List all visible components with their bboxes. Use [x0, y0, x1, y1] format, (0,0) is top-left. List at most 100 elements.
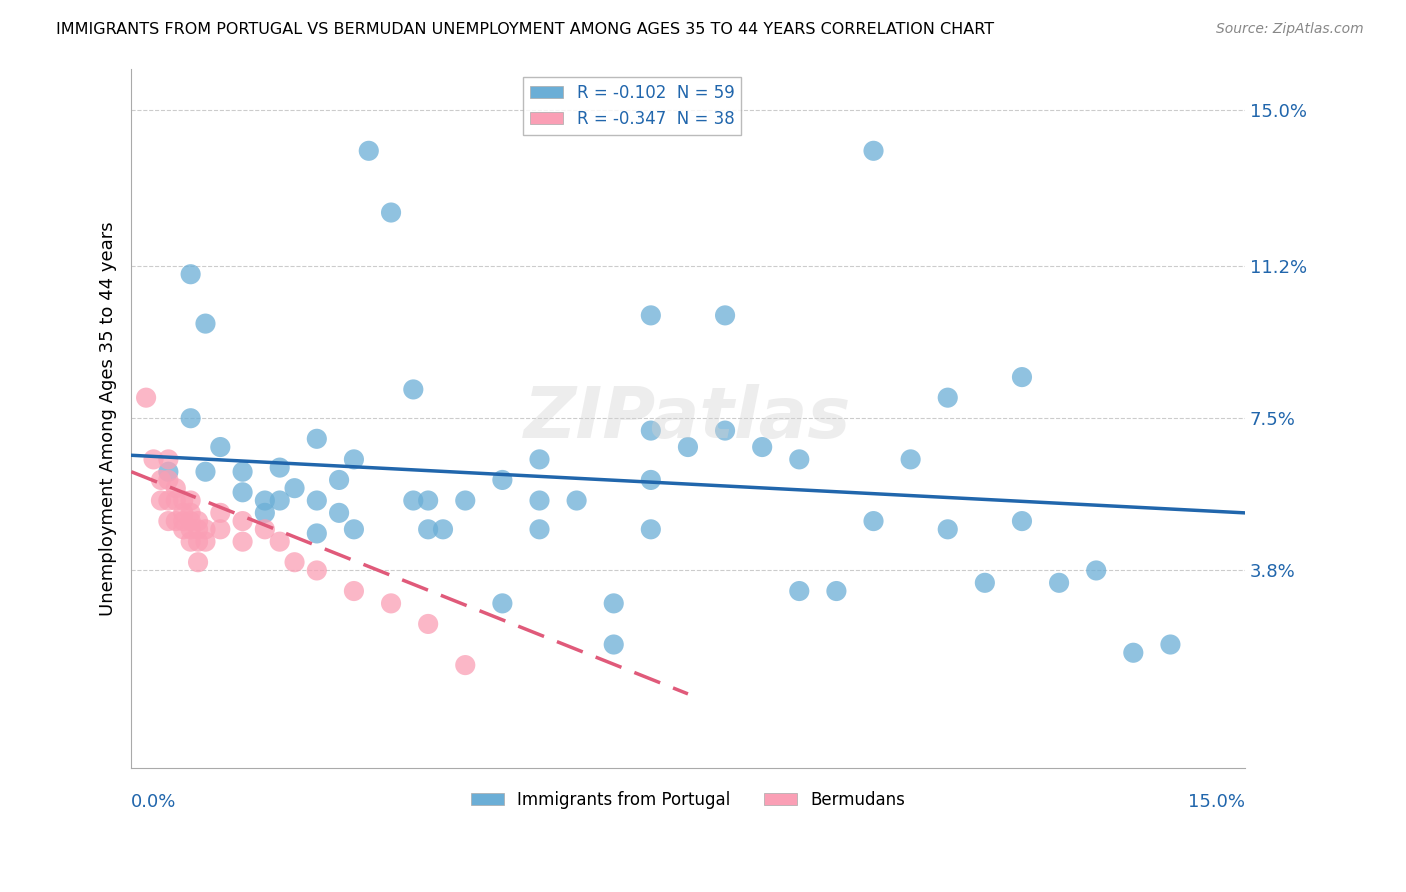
Point — [180, 493, 202, 508]
Point — [283, 481, 305, 495]
Point — [305, 493, 328, 508]
Point — [194, 534, 217, 549]
Point — [180, 534, 202, 549]
Point — [418, 616, 440, 631]
Point — [232, 465, 254, 479]
Text: 15.0%: 15.0% — [1188, 793, 1244, 811]
Point — [825, 584, 848, 599]
Point — [1011, 370, 1033, 384]
Point — [714, 424, 737, 438]
Point — [149, 493, 172, 508]
Point — [157, 514, 180, 528]
Point — [180, 514, 202, 528]
Point — [180, 506, 202, 520]
Text: IMMIGRANTS FROM PORTUGAL VS BERMUDAN UNEMPLOYMENT AMONG AGES 35 TO 44 YEARS CORR: IMMIGRANTS FROM PORTUGAL VS BERMUDAN UNE… — [56, 22, 994, 37]
Point — [157, 465, 180, 479]
Point — [936, 391, 959, 405]
Point — [640, 309, 662, 323]
Text: ZIPatlas: ZIPatlas — [524, 384, 852, 453]
Point — [180, 522, 202, 536]
Point — [1011, 514, 1033, 528]
Point — [149, 473, 172, 487]
Point — [529, 493, 551, 508]
Point — [1122, 646, 1144, 660]
Point — [565, 493, 588, 508]
Point — [676, 440, 699, 454]
Point — [135, 391, 157, 405]
Point — [253, 493, 276, 508]
Point — [269, 534, 291, 549]
Point — [343, 522, 366, 536]
Point — [973, 575, 995, 590]
Point — [454, 493, 477, 508]
Point — [165, 493, 187, 508]
Point — [343, 584, 366, 599]
Point — [180, 267, 202, 281]
Point — [454, 658, 477, 673]
Point — [529, 452, 551, 467]
Point — [1085, 564, 1108, 578]
Point — [936, 522, 959, 536]
Point — [357, 144, 380, 158]
Point — [603, 638, 626, 652]
Point — [1047, 575, 1070, 590]
Point — [194, 317, 217, 331]
Legend: Immigrants from Portugal, Bermudans: Immigrants from Portugal, Bermudans — [464, 784, 912, 815]
Point — [209, 506, 232, 520]
Point — [194, 465, 217, 479]
Point — [305, 432, 328, 446]
Text: 0.0%: 0.0% — [131, 793, 177, 811]
Point — [283, 555, 305, 569]
Point — [640, 424, 662, 438]
Point — [269, 493, 291, 508]
Point — [328, 506, 350, 520]
Point — [1159, 638, 1181, 652]
Point — [253, 506, 276, 520]
Point — [165, 514, 187, 528]
Point — [402, 383, 425, 397]
Point — [491, 596, 513, 610]
Point — [187, 534, 209, 549]
Point — [862, 514, 884, 528]
Point — [232, 514, 254, 528]
Point — [172, 493, 194, 508]
Point — [142, 452, 165, 467]
Point — [751, 440, 773, 454]
Point — [209, 522, 232, 536]
Point — [253, 522, 276, 536]
Y-axis label: Unemployment Among Ages 35 to 44 years: Unemployment Among Ages 35 to 44 years — [100, 221, 117, 615]
Point — [640, 473, 662, 487]
Point — [157, 473, 180, 487]
Point — [787, 452, 810, 467]
Point — [172, 522, 194, 536]
Point — [172, 514, 194, 528]
Point — [157, 452, 180, 467]
Point — [491, 473, 513, 487]
Point — [328, 473, 350, 487]
Point — [232, 485, 254, 500]
Point — [165, 481, 187, 495]
Point — [714, 309, 737, 323]
Point — [232, 534, 254, 549]
Point — [603, 596, 626, 610]
Point — [640, 522, 662, 536]
Point — [402, 493, 425, 508]
Point — [343, 452, 366, 467]
Point — [305, 564, 328, 578]
Point — [380, 596, 402, 610]
Text: Source: ZipAtlas.com: Source: ZipAtlas.com — [1216, 22, 1364, 37]
Point — [187, 514, 209, 528]
Point — [787, 584, 810, 599]
Point — [180, 411, 202, 425]
Point — [432, 522, 454, 536]
Point — [418, 522, 440, 536]
Point — [209, 440, 232, 454]
Point — [172, 506, 194, 520]
Point — [900, 452, 922, 467]
Point — [187, 555, 209, 569]
Point — [157, 493, 180, 508]
Point — [380, 205, 402, 219]
Point — [187, 522, 209, 536]
Point — [418, 493, 440, 508]
Point — [305, 526, 328, 541]
